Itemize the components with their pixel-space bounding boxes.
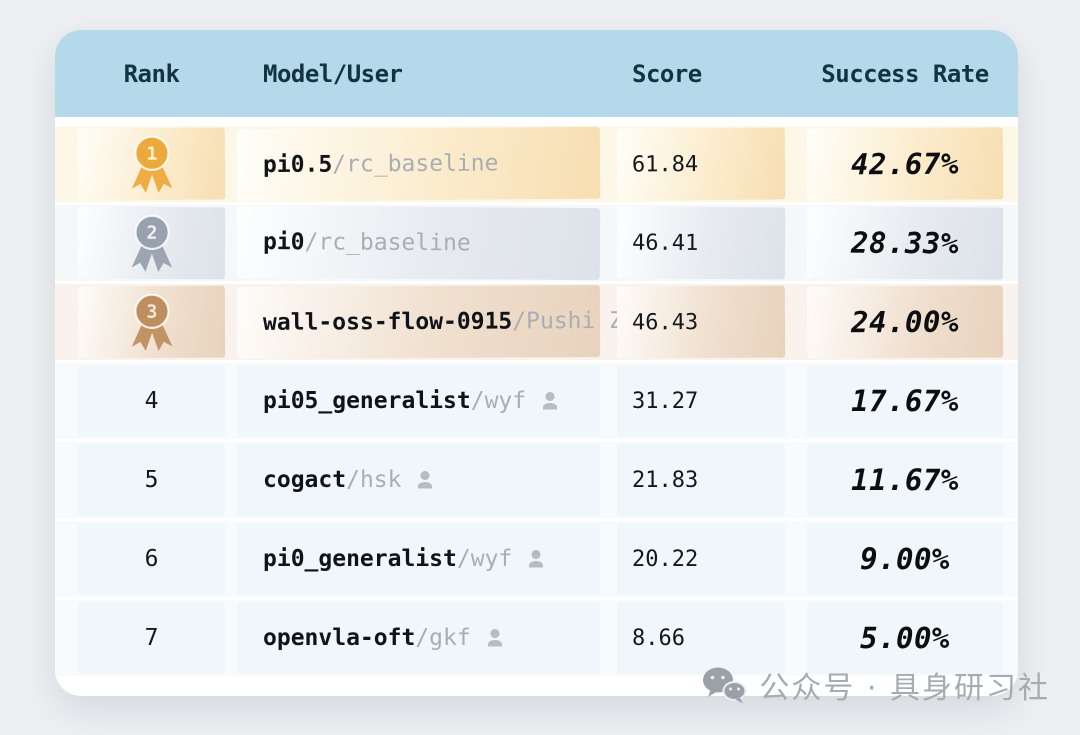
table-body: 1 pi0.5/rc_baseline 61.84 42.67% 2 — [55, 117, 1018, 676]
success-rate-value: 24.00% — [851, 304, 959, 340]
model-name: openvla-oft — [263, 625, 416, 651]
medal-silver-icon: 2 — [131, 214, 172, 272]
model-user: /Pushi Z — [512, 307, 624, 335]
watermark-text: 公众号 · 具身研习社 — [759, 671, 1050, 706]
table-row[interactable]: 3 wall-oss-flow-0915/Pushi Z 46.43 24.00… — [55, 284, 1018, 360]
success-rate-cell: 5.00% — [807, 602, 1003, 674]
success-rate-cell: 28.33% — [806, 206, 1004, 280]
rank-number: 4 — [144, 388, 159, 414]
model-user: /wyf — [470, 388, 527, 414]
wechat-icon — [703, 667, 747, 704]
watermark: 公众号 · 具身研习社 — [701, 663, 1050, 707]
model-user: /gkf — [415, 625, 471, 651]
table-header: Rank Model/User Score Success Rate — [55, 30, 1018, 117]
score-cell: 21.83 — [617, 444, 785, 516]
score-cell: 61.84 — [616, 127, 786, 201]
success-rate-value: 42.67% — [850, 146, 959, 182]
column-header-model: Model/User — [263, 59, 403, 88]
score-value: 46.43 — [631, 309, 699, 335]
score-value: 21.83 — [632, 467, 699, 493]
model-cell: pi0.5/rc_baseline — [236, 126, 601, 202]
rank-cell: 3 — [77, 285, 226, 359]
score-cell: 46.43 — [616, 285, 786, 359]
user-person-icon — [487, 629, 502, 647]
model-cell: pi0/rc_baseline — [236, 205, 601, 281]
model-name: pi05_generalist — [263, 388, 471, 414]
rank-cell: 1 — [77, 127, 226, 201]
table-row[interactable]: 7 openvla-oft/gkf 8.66 5.00% — [55, 600, 1018, 676]
rank-cell: 7 — [78, 602, 225, 674]
model-user: /wyf — [456, 546, 513, 572]
rank-cell: 4 — [78, 365, 225, 437]
model-name: pi0_generalist — [263, 546, 457, 572]
column-header-score: Score — [632, 59, 702, 88]
success-rate-value: 11.67% — [851, 463, 959, 497]
table-row[interactable]: 1 pi0.5/rc_baseline 61.84 42.67% — [55, 126, 1018, 202]
score-value: 46.41 — [631, 230, 699, 256]
model-user: /rc_baseline — [332, 150, 499, 178]
leaderboard-card: Rank Model/User Score Success Rate 1 pi0… — [55, 30, 1018, 696]
model-user: /hsk — [346, 467, 402, 493]
model-cell: pi0_generalist/wyf — [237, 523, 600, 595]
model-cell: cogact/hsk — [237, 444, 600, 516]
success-rate-cell: 24.00% — [806, 285, 1004, 359]
table-row[interactable]: 2 pi0/rc_baseline 46.41 28.33% — [55, 205, 1018, 281]
rank-number: 7 — [144, 625, 159, 651]
user-person-icon — [543, 392, 558, 410]
rank-cell: 6 — [78, 523, 225, 595]
table-row[interactable]: 4 pi05_generalist/wyf 31.27 17.67% — [55, 363, 1018, 439]
success-rate-cell: 42.67% — [806, 127, 1004, 201]
success-rate-value: 17.67% — [851, 384, 959, 418]
model-cell: pi05_generalist/wyf — [237, 365, 600, 437]
model-cell: wall-oss-flow-0915/Pushi Z — [236, 285, 623, 359]
rank-cell: 5 — [78, 444, 225, 516]
score-cell: 46.41 — [616, 206, 786, 280]
model-user: /rc_baseline — [304, 229, 471, 257]
score-cell: 8.66 — [617, 602, 785, 674]
success-rate-cell: 11.67% — [807, 444, 1003, 516]
score-cell: 20.22 — [617, 523, 785, 595]
column-header-rank: Rank — [123, 59, 180, 88]
medal-bronze-icon: 3 — [131, 293, 172, 351]
medal-gold-icon: 1 — [131, 135, 172, 193]
table-row[interactable]: 6 pi0_generalist/wyf 20.22 9.00% — [55, 521, 1018, 597]
score-value: 8.66 — [632, 625, 685, 651]
column-header-success-rate: Success Rate — [821, 59, 989, 88]
model-cell: openvla-oft/gkf — [237, 602, 600, 674]
score-value: 31.27 — [632, 388, 699, 414]
success-rate-cell: 9.00% — [807, 523, 1003, 595]
score-value: 61.84 — [631, 151, 699, 177]
user-person-icon — [418, 471, 433, 489]
table-row[interactable]: 5 cogact/hsk 21.83 11.67% — [55, 442, 1018, 518]
svg-text:2: 2 — [146, 223, 157, 244]
success-rate-value: 9.00% — [860, 542, 950, 576]
rank-cell: 2 — [77, 206, 226, 280]
svg-text:3: 3 — [146, 302, 157, 323]
user-person-icon — [529, 550, 544, 568]
rank-number: 6 — [144, 546, 159, 572]
score-cell: 31.27 — [617, 365, 785, 437]
model-name: pi0.5 — [262, 151, 333, 179]
rank-number: 5 — [144, 467, 159, 493]
score-value: 20.22 — [632, 546, 699, 572]
success-rate-cell: 17.67% — [807, 365, 1003, 437]
model-name: wall-oss-flow-0915 — [262, 308, 513, 336]
model-name: pi0 — [262, 229, 305, 256]
svg-text:1: 1 — [146, 144, 157, 165]
success-rate-value: 5.00% — [860, 621, 950, 655]
success-rate-value: 28.33% — [851, 225, 959, 261]
model-name: cogact — [263, 467, 347, 493]
